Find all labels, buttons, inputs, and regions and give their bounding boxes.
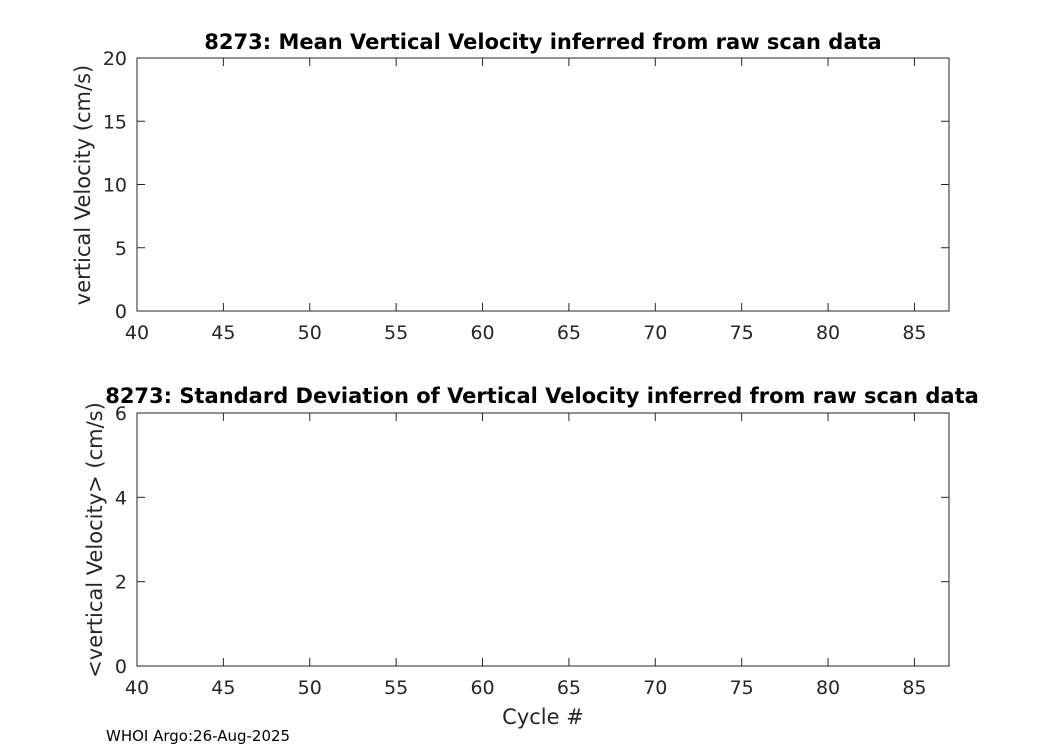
axes-frame bbox=[136, 57, 950, 312]
x-tick-label: 50 bbox=[298, 322, 322, 344]
chart-title: 8273: Mean Vertical Velocity inferred fr… bbox=[204, 30, 881, 54]
x-tick-label: 40 bbox=[125, 677, 149, 699]
x-tick-label: 55 bbox=[384, 322, 408, 344]
x-tick-label: 65 bbox=[557, 677, 581, 699]
axes-frame bbox=[136, 412, 950, 667]
x-tick-label: 80 bbox=[816, 322, 840, 344]
x-tick-label: 45 bbox=[211, 322, 235, 344]
y-tick-label: 0 bbox=[115, 301, 127, 323]
y-tick-label: 5 bbox=[115, 238, 127, 260]
y-tick-label: 10 bbox=[103, 175, 127, 197]
x-tick-label: 80 bbox=[816, 677, 840, 699]
x-tick-label: 75 bbox=[730, 677, 754, 699]
x-tick-label: 50 bbox=[298, 677, 322, 699]
x-tick-label: 85 bbox=[902, 322, 926, 344]
y-axis-label: <vertical Velocity> (cm/s) bbox=[83, 402, 107, 678]
y-tick-label: 2 bbox=[115, 572, 127, 594]
x-tick-label: 70 bbox=[643, 322, 667, 344]
y-tick-label: 15 bbox=[103, 111, 127, 133]
x-tick-label: 60 bbox=[470, 677, 494, 699]
y-axis-label: vertical Velocity (cm/s) bbox=[71, 65, 95, 305]
x-tick-label: 85 bbox=[902, 677, 926, 699]
x-axis-label: Cycle # bbox=[502, 705, 584, 729]
x-tick-label: 75 bbox=[730, 322, 754, 344]
y-tick-label: 4 bbox=[115, 487, 127, 509]
x-tick-label: 60 bbox=[470, 322, 494, 344]
x-tick-label: 45 bbox=[211, 677, 235, 699]
x-tick-label: 55 bbox=[384, 677, 408, 699]
x-tick-label: 40 bbox=[125, 322, 149, 344]
footer-credit: WHOI Argo:26-Aug-2025 bbox=[106, 727, 290, 745]
x-tick-label: 70 bbox=[643, 677, 667, 699]
y-tick-label: 20 bbox=[103, 48, 127, 70]
y-tick-label: 0 bbox=[115, 656, 127, 678]
x-tick-label: 65 bbox=[557, 322, 581, 344]
chart-title: 8273: Standard Deviation of Vertical Vel… bbox=[105, 384, 979, 408]
y-tick-label: 6 bbox=[115, 403, 127, 425]
mean-velocity-chart: 40 45 50 55 60 65 70 75 80 85 0 5 10 15 20 8273: Mean V… bbox=[71, 30, 950, 344]
